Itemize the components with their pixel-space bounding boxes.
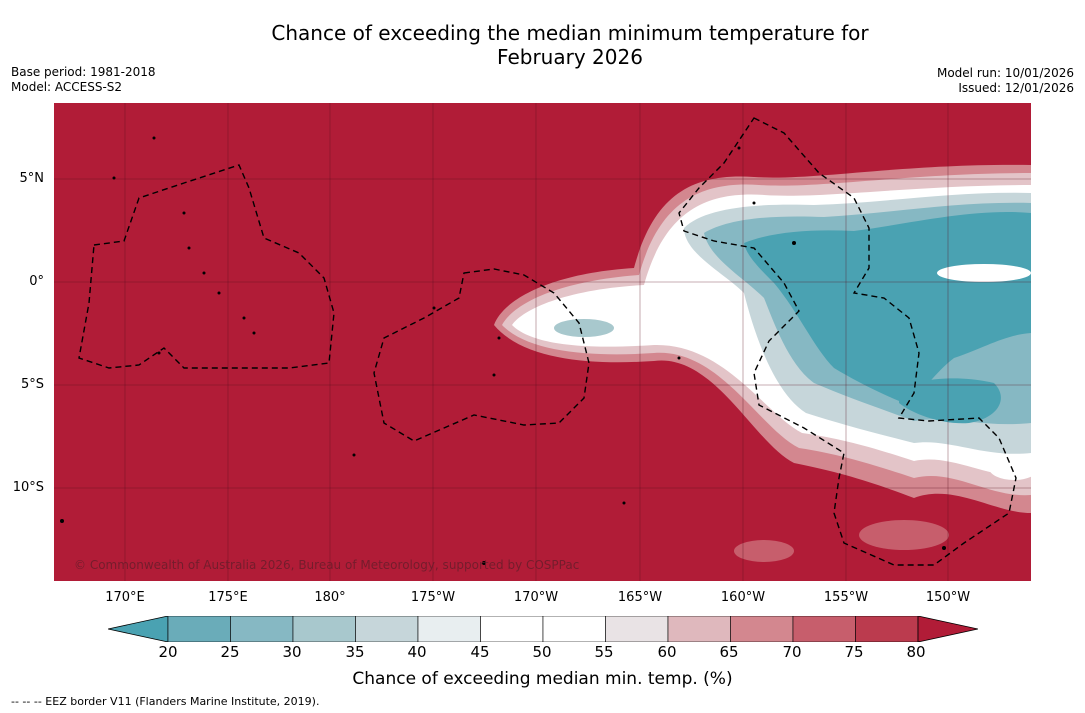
lon-tick-170w: 170°W [513, 590, 559, 605]
warm-spot-equator [937, 264, 1031, 282]
copyright-notice: © Commonwealth of Australia 2026, Bureau… [74, 558, 580, 572]
colorbar-bin [417, 616, 481, 642]
colorbar-tick: 45 [470, 643, 490, 661]
colorbar-label: Chance of exceeding median min. temp. (%… [352, 669, 733, 689]
colorbar-bin [792, 616, 856, 642]
colorbar-tick: 70 [782, 643, 802, 661]
eez-borders [78, 117, 1017, 566]
base-period: Base period: 1981-2018 [11, 65, 156, 79]
colorbar-extend-high [917, 616, 978, 642]
colorbar-extend-low [108, 616, 169, 642]
islands [60, 136, 946, 565]
issued-date: Issued: 12/01/2026 [958, 81, 1074, 95]
warm-patch-south-2 [734, 540, 794, 562]
probability-map [54, 103, 1031, 581]
lon-tick-175e: 175°E [208, 590, 248, 605]
lon-tick-150w: 150°W [925, 590, 971, 605]
cool-spot-west [554, 319, 614, 337]
colorbar-tick: 25 [220, 643, 240, 661]
map-title: Chance of exceeding the median minimum t… [0, 21, 1085, 69]
lat-tick-5n: 5°N [19, 171, 45, 186]
lon-tick-170e: 170°E [105, 590, 145, 605]
meta-right: Model run: 10/01/2026 Issued: 12/01/2026 [937, 66, 1074, 96]
colorbar-bin [542, 616, 606, 642]
colorbar-bin [167, 616, 231, 642]
contour-20 [744, 212, 1031, 403]
colorbar-tick: 20 [158, 643, 178, 661]
eez-line-islands [678, 117, 1017, 566]
model-run: Model run: 10/01/2026 [936, 66, 1074, 80]
colorbar-tick: 50 [532, 643, 552, 661]
colorbar-tick: 75 [844, 643, 864, 661]
lon-tick-175w: 175°W [410, 590, 456, 605]
lat-tick-5s: 5°S [20, 377, 44, 392]
colorbar-bin [292, 616, 356, 642]
meta-left: Base period: 1981-2018 Model: ACCESS-S2 [11, 65, 156, 95]
colorbar-bin [480, 616, 544, 642]
title-line-1: Chance of exceeding the median minimum t… [271, 21, 869, 45]
colorbar-tick: 55 [594, 643, 614, 661]
contour-20-south [899, 378, 1001, 424]
colorbar-tick: 60 [657, 643, 677, 661]
graticule [54, 103, 1031, 581]
colorbar-tick: 30 [282, 643, 302, 661]
colorbar-bin [667, 616, 731, 642]
colorbar-tick: 80 [906, 643, 926, 661]
lon-tick-165w: 165°W [617, 590, 663, 605]
eez-tuvalu-kiribati-west [78, 164, 335, 369]
eez-phoenix [373, 268, 590, 442]
lat-tick-10s: 10°S [12, 480, 44, 495]
colorbar-tick: 35 [345, 643, 365, 661]
eez-footnote: -- -- -- EEZ border V11 (Flanders Marine… [11, 695, 320, 708]
colorbar [108, 616, 978, 642]
colorbar-bin [230, 616, 294, 642]
colorbar-tick: 65 [719, 643, 739, 661]
lon-tick-180: 180° [314, 590, 346, 605]
warm-patch-south-1 [859, 520, 949, 550]
title-line-2: February 2026 [497, 45, 643, 69]
colorbar-bin [855, 616, 919, 642]
warm-patch-southeast [989, 456, 1031, 480]
model-name: Model: ACCESS-S2 [11, 80, 123, 94]
lon-tick-155w: 155°W [823, 590, 869, 605]
lon-tick-160w: 160°W [720, 590, 766, 605]
colorbar-bin [605, 616, 669, 642]
lat-tick-0: 0° [29, 274, 44, 289]
colorbar-bin [730, 616, 794, 642]
colorbar-tick: 40 [407, 643, 427, 661]
probability-field [494, 164, 1031, 562]
colorbar-bin [355, 616, 419, 642]
